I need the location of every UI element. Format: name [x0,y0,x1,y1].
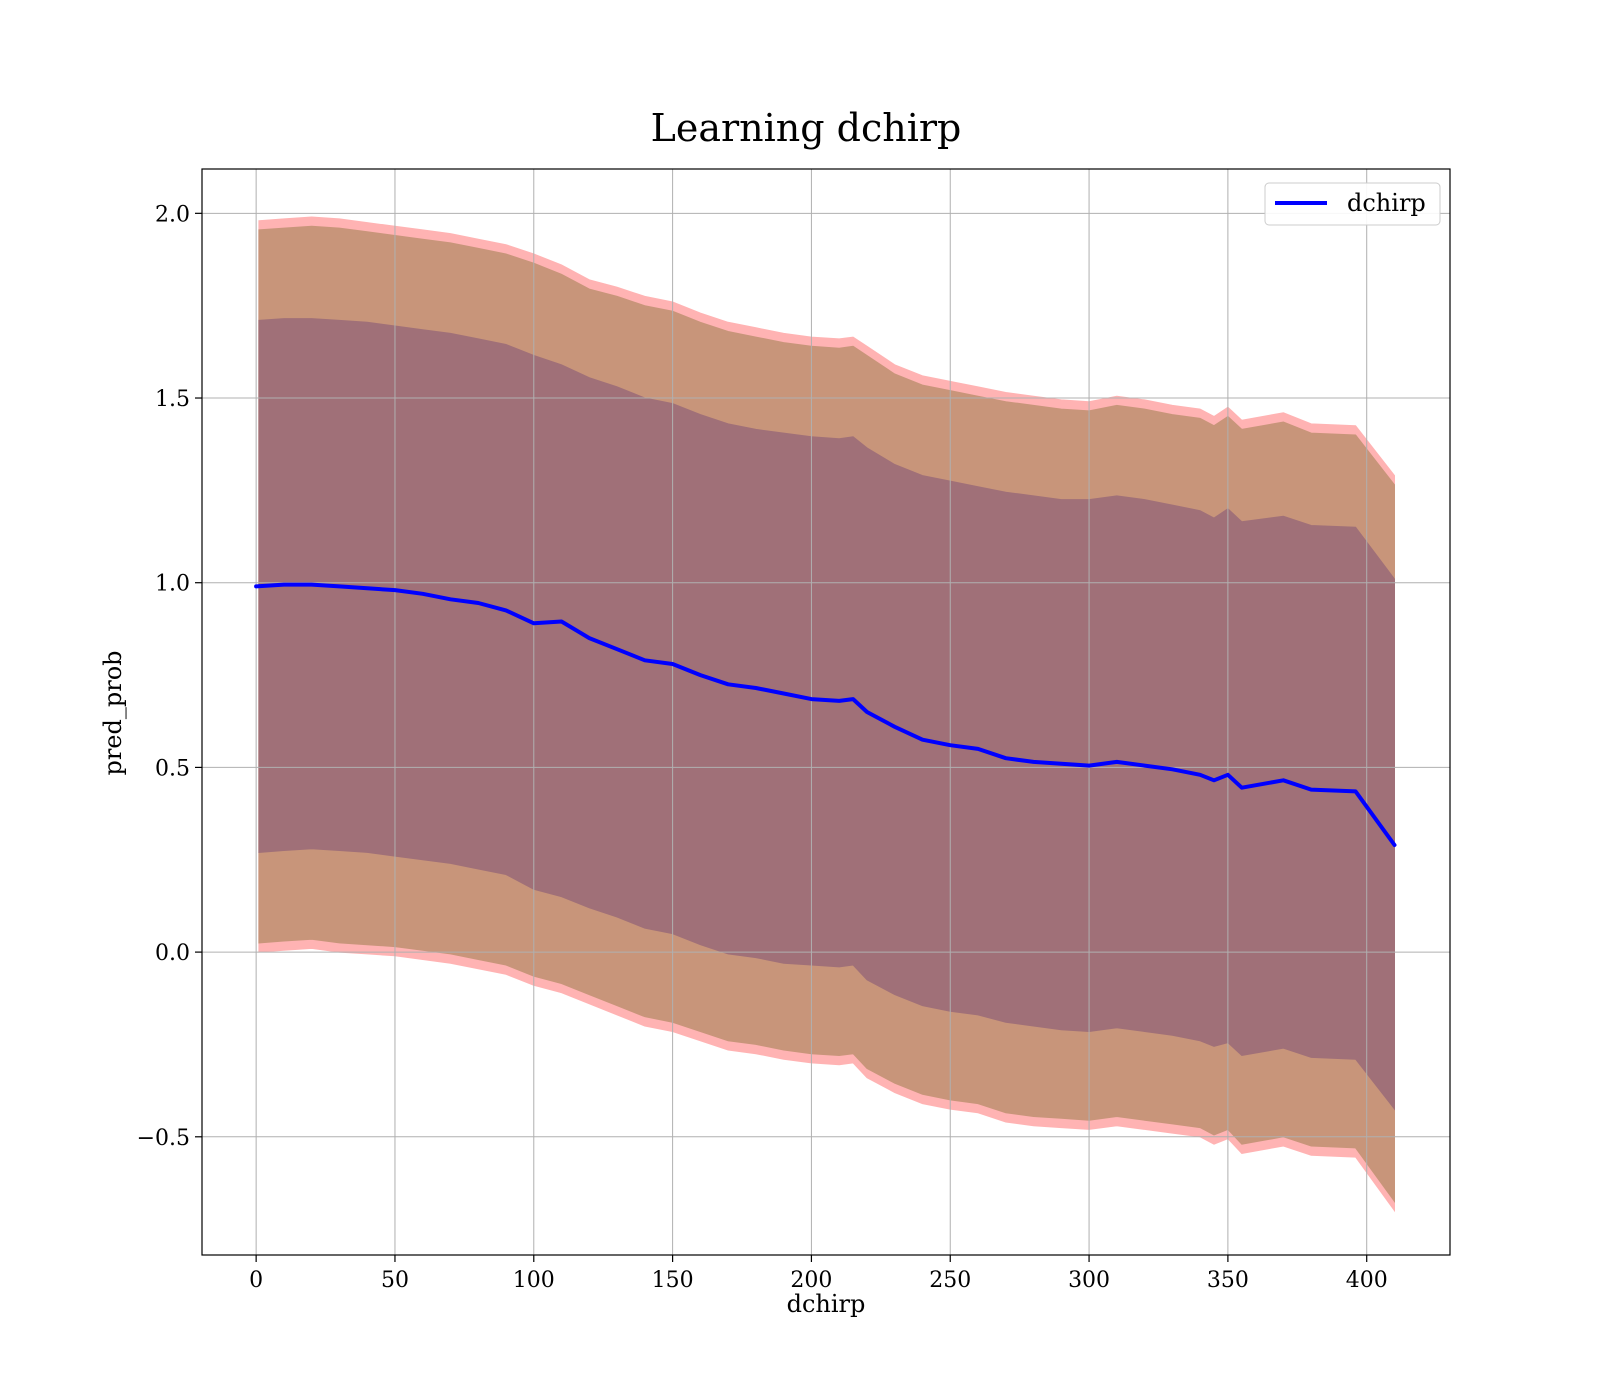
series-line-dchirp [254,582,1397,847]
y-tick-label: 1.0 [155,572,190,597]
legend-label: dchirp [1347,189,1426,217]
x-tick-label: 350 [1207,1268,1249,1293]
band-inner [258,318,1395,1111]
x-tick-label: 100 [513,1268,555,1293]
x-axis-label: dchirp [787,1290,866,1318]
grid-lines [202,169,1450,1255]
x-axis-ticks: 0 50 100 150 200 250 300 350 400 [249,1255,1388,1293]
series-lines [254,582,1397,847]
x-tick-label: 250 [929,1268,971,1293]
x-tick-label: 200 [790,1268,832,1293]
legend: dchirp [1264,182,1441,226]
y-tick-label: 0.5 [155,756,190,781]
x-tick-label: 50 [381,1268,409,1293]
y-axis-ticks: −0.5 0.0 0.5 1.0 1.5 2.0 [137,202,202,1151]
y-tick-label: 1.5 [155,387,190,412]
y-tick-label: 2.0 [155,202,190,227]
x-tick-label: 0 [249,1268,263,1293]
confidence-bands [258,216,1395,1213]
x-tick-label: 300 [1068,1268,1110,1293]
x-tick-label: 400 [1346,1268,1388,1293]
chart-title: Learning dchirp [651,106,962,150]
legend-box [1264,182,1441,226]
x-tick-label: 150 [652,1268,694,1293]
plot-area-frame [201,168,1451,1256]
y-tick-label: −0.5 [137,1126,190,1151]
y-axis-label: pred_prob [99,650,127,775]
y-tick-label: 0.0 [155,941,190,966]
